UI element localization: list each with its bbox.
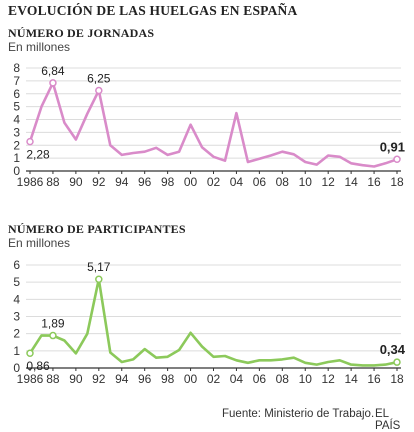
x-tick-label: 16	[367, 372, 381, 386]
x-tick-label: 14	[344, 372, 358, 386]
x-tick-label: 96	[138, 372, 152, 386]
x-tick-label: 96	[138, 175, 152, 189]
highlight-marker	[95, 86, 103, 95]
y-tick-label: 5	[13, 275, 20, 289]
x-tick-label: 14	[344, 175, 358, 189]
y-tick-label: 2	[13, 327, 20, 341]
y-tick-label: 2	[13, 138, 20, 152]
y-tick-label: 6	[13, 87, 20, 101]
x-tick-label: 92	[92, 372, 106, 386]
y-tick-label: 3	[13, 125, 20, 139]
y-tick-label: 3	[13, 310, 20, 324]
x-tick-label: 12	[322, 175, 336, 189]
x-tick-label: 08	[276, 372, 290, 386]
x-tick-label: 06	[253, 372, 267, 386]
y-tick-label: 4	[13, 292, 20, 306]
x-tick-label: 04	[230, 372, 244, 386]
data-label: 6,84	[41, 64, 65, 78]
y-tick-label: 4	[13, 113, 20, 127]
chart-1-unit-label: En millones	[8, 40, 71, 54]
highlight-marker	[393, 155, 401, 164]
x-tick-label: 18	[390, 175, 404, 189]
x-tick-label: 16	[367, 175, 381, 189]
x-tick-label: 10	[299, 175, 313, 189]
x-tick-label: 98	[161, 175, 175, 189]
data-label: 0,86	[26, 359, 50, 373]
x-tick-label: 00	[184, 175, 198, 189]
y-tick-label: 6	[13, 258, 20, 272]
data-label: 0,34	[380, 342, 406, 357]
x-tick-label: 88	[46, 175, 60, 189]
y-tick-label: 8	[13, 61, 20, 75]
data-label: 0,91	[380, 139, 405, 154]
highlight-marker	[26, 137, 34, 146]
x-tick-label: 94	[115, 175, 129, 189]
x-tick-label: 92	[92, 175, 106, 189]
x-tick-label: 18	[390, 372, 404, 386]
x-tick-label: 90	[69, 175, 83, 189]
series-line	[28, 81, 399, 168]
data-label: 2,28	[26, 148, 50, 162]
highlight-marker	[95, 275, 103, 283]
x-tick-label: 02	[207, 175, 221, 189]
x-tick-label: 94	[115, 372, 129, 386]
x-tick-label: 08	[276, 175, 290, 189]
y-tick-label: 0	[13, 164, 20, 178]
x-tick-label: 1986	[17, 175, 44, 189]
x-tick-label: 12	[322, 372, 336, 386]
y-tick-label: 1	[13, 344, 20, 358]
highlight-marker	[393, 358, 401, 366]
chart-2-unit-label: En millones	[8, 236, 71, 250]
series-line	[28, 277, 399, 367]
x-tick-label: 1986	[17, 372, 44, 386]
chart-2-title: NÚMERO DE PARTICIPANTES	[8, 222, 186, 236]
data-label: 6,25	[87, 72, 111, 86]
y-tick-label: 7	[13, 74, 20, 88]
x-tick-label: 88	[46, 372, 60, 386]
highlight-marker	[49, 331, 57, 340]
highlight-marker	[26, 349, 34, 357]
data-label: 1,89	[41, 317, 65, 331]
x-tick-label: 06	[253, 175, 267, 189]
x-tick-label: 10	[299, 372, 313, 386]
y-tick-label: 0	[13, 361, 20, 375]
y-tick-label: 5	[13, 100, 20, 114]
x-tick-label: 90	[69, 372, 83, 386]
x-tick-label: 04	[230, 175, 244, 189]
x-tick-label: 98	[161, 372, 175, 386]
x-tick-label: 02	[207, 372, 221, 386]
chart-1-title: NÚMERO DE JORNADAS	[8, 26, 155, 40]
data-label: 5,17	[87, 260, 111, 274]
source-note: Fuente: Ministerio de Trabajo.	[222, 408, 375, 420]
y-tick-label: 1	[13, 151, 20, 165]
brand-label: EL PAÍS	[375, 408, 401, 432]
page-title: EVOLUCIÓN DE LAS HUELGAS EN ESPAÑA	[8, 3, 298, 18]
x-tick-label: 00	[184, 372, 198, 386]
highlight-marker	[49, 79, 57, 87]
